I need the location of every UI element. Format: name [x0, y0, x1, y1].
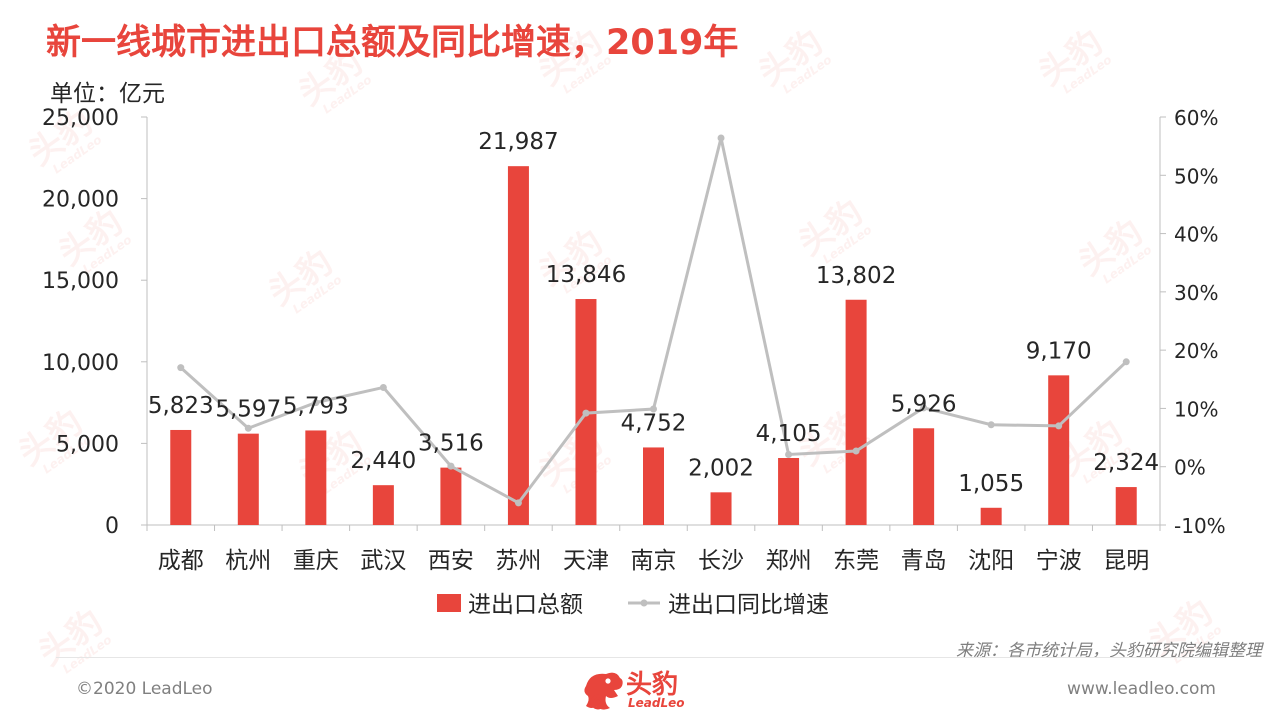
bar [643, 447, 664, 525]
footer-divider [56, 657, 1224, 658]
x-tick-label: 西安 [428, 548, 474, 574]
x-tick-label: 昆明 [1103, 548, 1149, 574]
bar [845, 299, 867, 525]
y-left-tick-label: 20,000 [42, 188, 119, 213]
bar [913, 428, 935, 525]
bar-data-label: 9,170 [1026, 338, 1092, 364]
bar [237, 433, 259, 525]
bar-data-label: 3,516 [418, 431, 484, 457]
x-tick-label: 武汉 [360, 548, 406, 574]
logo-subtext: LeadLeo [628, 696, 685, 710]
page-title: 新一线城市进出口总额及同比增速，2019年 [46, 23, 739, 63]
bar-data-label: 2,002 [688, 455, 754, 481]
y-left-tick-label: 15,000 [42, 269, 119, 294]
bar [1115, 487, 1137, 525]
growth-point [1055, 422, 1063, 430]
bar [305, 430, 327, 525]
leopard-icon [584, 672, 623, 710]
x-tick-label: 郑州 [766, 548, 812, 574]
y-right-tick-label: 0% [1174, 456, 1206, 480]
growth-point [717, 134, 725, 142]
y-left-tick-label: 5,000 [56, 432, 119, 457]
y-right-tick-label: -10% [1174, 514, 1226, 538]
x-tick-label: 长沙 [698, 548, 744, 574]
growth-point [987, 421, 995, 429]
unit-label: 单位：亿元 [50, 81, 165, 107]
bar [170, 429, 192, 525]
growth-point [177, 364, 185, 372]
bar-data-label: 5,597 [215, 397, 281, 423]
logo-text: 头豹 [626, 670, 679, 700]
x-tick-label: 东莞 [833, 548, 879, 574]
growth-point [920, 404, 928, 412]
legend-label-bar: 进出口总额 [468, 592, 583, 618]
bar [778, 458, 800, 525]
growth-point [312, 399, 320, 407]
bar [507, 166, 529, 525]
bar-data-label: 2,440 [350, 448, 416, 474]
y-right-tick-label: 30% [1174, 281, 1218, 305]
bar-data-label: 5,926 [891, 391, 957, 417]
y-right-tick-label: 10% [1174, 397, 1218, 421]
bar [372, 485, 394, 525]
bar-data-label: 13,846 [546, 262, 626, 288]
y-right-tick-label: 40% [1174, 223, 1218, 247]
growth-point [379, 383, 387, 391]
growth-point [852, 447, 860, 455]
bar-data-label: 1,055 [958, 471, 1024, 497]
x-tick-label: 天津 [563, 548, 609, 574]
growth-point [1122, 358, 1130, 366]
leadleo-logo: 头豹 LeadLeo [580, 664, 710, 720]
growth-point [447, 462, 455, 470]
x-tick-label: 成都 [158, 548, 204, 574]
bar-data-label: 4,752 [621, 410, 687, 436]
y-left-tick-label: 25,000 [42, 106, 119, 131]
growth-point [650, 405, 657, 413]
growth-point [785, 450, 793, 458]
x-tick-label: 宁波 [1036, 548, 1082, 574]
bar-data-label: 4,105 [756, 421, 822, 447]
x-tick-label: 青岛 [901, 548, 947, 574]
growth-point [244, 424, 252, 432]
bar-data-label: 5,823 [148, 393, 214, 419]
bar [440, 467, 462, 525]
growth-point [582, 409, 590, 417]
x-tick-label: 重庆 [293, 548, 339, 574]
growth-point [514, 499, 522, 507]
x-tick-label: 杭州 [225, 548, 271, 574]
y-left-tick-label: 0 [105, 514, 119, 539]
bar-data-label: 5,793 [283, 393, 349, 419]
copyright: ©2020 LeadLeo [76, 679, 213, 699]
bar [1048, 375, 1070, 525]
y-right-tick-label: 50% [1174, 164, 1218, 188]
x-tick-label: 南京 [631, 548, 677, 574]
legend-swatch-bar [437, 594, 461, 612]
legend-label-line: 进出口同比增速 [668, 592, 829, 618]
bar-data-label: 2,324 [1093, 450, 1159, 476]
legend-swatch-point [640, 599, 648, 607]
y-right-tick-label: 60% [1174, 106, 1218, 130]
website-link[interactable]: www.leadleo.com [1067, 679, 1216, 699]
bar [980, 507, 1002, 525]
x-tick-label: 沈阳 [968, 548, 1014, 574]
bar-data-label: 21,987 [478, 129, 558, 155]
chart: 0 5,000 10,000 15,000 20,000 25,000 -10% 0% 10% 2… [42, 106, 1226, 618]
y-right-tick-label: 20% [1174, 339, 1218, 363]
source-note: 来源：各市统计局，头豹研究院编辑整理 [956, 641, 1262, 661]
bar-data-label: 13,802 [816, 263, 896, 289]
y-left-tick-label: 10,000 [42, 351, 119, 376]
bar [710, 492, 732, 525]
x-tick-label: 苏州 [495, 548, 541, 574]
